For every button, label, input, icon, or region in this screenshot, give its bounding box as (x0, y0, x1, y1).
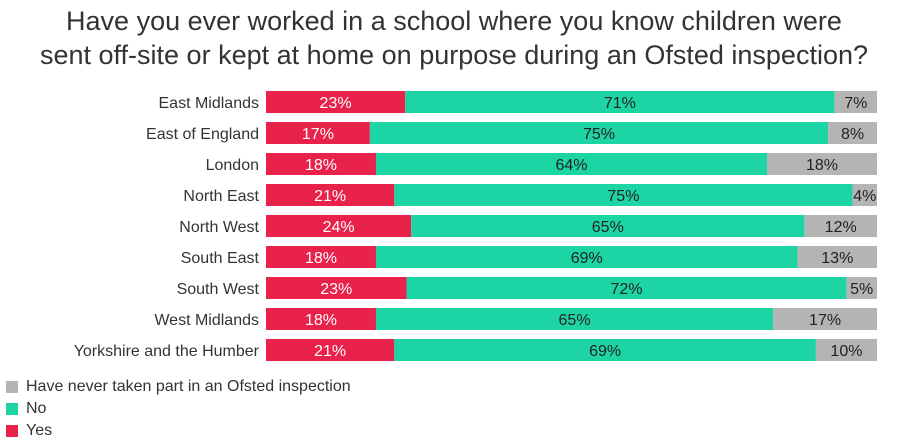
bar-yorkshire-and-the-humber-have-never-taken-part-in-an-ofsted-inspection (815, 339, 877, 361)
data-label-london-no: 64% (555, 157, 587, 174)
data-label-north-west-no: 65% (592, 219, 624, 236)
bar-south-west-yes (266, 277, 407, 299)
category-label-london: London (206, 157, 259, 174)
bar-east-midlands-no (405, 91, 835, 113)
data-label-yorkshire-and-the-humber-no: 69% (589, 343, 621, 360)
bar-east-midlands-have-never-taken-part-in-an-ofsted-inspection (834, 91, 877, 113)
data-label-south-east-have-never-taken-part-in-an-ofsted-inspection: 13% (821, 250, 853, 267)
bar-east-of-england-no (369, 122, 829, 144)
data-label-south-west-no: 72% (610, 281, 642, 298)
bar-north-west-yes (266, 215, 412, 237)
bar-north-east-yes (266, 184, 395, 206)
legend-item-no: No (6, 400, 46, 418)
bar-south-west-no (406, 277, 847, 299)
chart-title-line-1: Have you ever worked in a school where y… (66, 6, 842, 36)
bar-london-have-never-taken-part-in-an-ofsted-inspection (767, 153, 877, 175)
data-label-east-of-england-have-never-taken-part-in-an-ofsted-inspection: 8% (841, 126, 864, 143)
bar-west-midlands-have-never-taken-part-in-an-ofsted-inspection (773, 308, 877, 330)
bar-north-east-have-never-taken-part-in-an-ofsted-inspection (852, 184, 877, 206)
bar-west-midlands-yes (266, 308, 376, 330)
data-label-south-west-yes: 23% (320, 281, 352, 298)
bar-east-midlands-yes (266, 91, 406, 113)
chart-title-line-2: sent off-site or kept at home on purpose… (39, 40, 868, 70)
data-label-north-east-no: 75% (607, 188, 639, 205)
legend-label-no: No (26, 400, 47, 417)
category-label-south-west: South West (177, 281, 260, 298)
bar-south-east-yes (266, 246, 376, 268)
bar-london-yes (266, 153, 376, 175)
data-label-north-east-have-never-taken-part-in-an-ofsted-inspection: 4% (853, 188, 876, 205)
bar-north-east-no (394, 184, 853, 206)
category-label-east-midlands: East Midlands (159, 95, 260, 112)
data-label-south-east-no: 69% (571, 250, 603, 267)
legend-label-yes: Yes (26, 422, 53, 439)
data-label-east-of-england-no: 75% (583, 126, 615, 143)
data-label-east-midlands-have-never-taken-part-in-an-ofsted-inspection: 7% (844, 95, 867, 112)
category-label-west-midlands: West Midlands (154, 312, 259, 329)
data-label-east-of-england-yes: 17% (302, 126, 334, 143)
data-label-west-midlands-have-never-taken-part-in-an-ofsted-inspection: 17% (809, 312, 841, 329)
data-label-north-east-yes: 21% (314, 188, 346, 205)
bar-east-of-england-yes (266, 122, 370, 144)
category-label-north-west: North West (179, 219, 259, 236)
legend-label-have-never-taken-part-in-an-ofsted-inspection: Have never taken part in an Ofsted inspe… (26, 378, 351, 395)
data-label-london-yes: 18% (305, 157, 337, 174)
legend-swatch-have-never-taken-part-in-an-ofsted-inspection (6, 381, 18, 393)
bar-london-no (375, 153, 768, 175)
data-label-yorkshire-and-the-humber-have-never-taken-part-in-an-ofsted-inspection: 10% (830, 343, 862, 360)
category-label-north-east: North East (183, 188, 259, 205)
bar-west-midlands-no (375, 308, 774, 330)
category-label-south-east: South East (181, 250, 260, 267)
category-label-yorkshire-and-the-humber: Yorkshire and the Humber (74, 343, 260, 360)
category-label-east-of-england: East of England (146, 126, 259, 143)
data-label-east-midlands-yes: 23% (320, 95, 352, 112)
data-label-south-east-yes: 18% (305, 250, 337, 267)
bar-yorkshire-and-the-humber-no (394, 339, 816, 361)
data-label-west-midlands-no: 65% (559, 312, 591, 329)
bar-east-of-england-have-never-taken-part-in-an-ofsted-inspection (828, 122, 877, 144)
data-label-east-midlands-no: 71% (604, 95, 636, 112)
legend-item-yes: Yes (6, 422, 52, 440)
bar-north-west-have-never-taken-part-in-an-ofsted-inspection (804, 215, 877, 237)
data-label-north-west-yes: 24% (323, 219, 355, 236)
bar-north-west-no (411, 215, 805, 237)
bar-south-east-no (375, 246, 798, 268)
legend-swatch-no (6, 403, 18, 415)
bar-south-east-have-never-taken-part-in-an-ofsted-inspection (797, 246, 877, 268)
legend-swatch-yes (6, 425, 18, 437)
data-label-north-west-have-never-taken-part-in-an-ofsted-inspection: 12% (825, 219, 857, 236)
data-label-west-midlands-yes: 18% (305, 312, 337, 329)
data-label-london-have-never-taken-part-in-an-ofsted-inspection: 18% (806, 157, 838, 174)
bar-yorkshire-and-the-humber-yes (266, 339, 395, 361)
bar-south-west-have-never-taken-part-in-an-ofsted-inspection (846, 277, 877, 299)
data-label-south-west-have-never-taken-part-in-an-ofsted-inspection: 5% (850, 281, 873, 298)
legend-item-have-never-taken-part-in-an-ofsted-inspection: Have never taken part in an Ofsted inspe… (6, 378, 351, 396)
data-label-yorkshire-and-the-humber-yes: 21% (314, 343, 346, 360)
